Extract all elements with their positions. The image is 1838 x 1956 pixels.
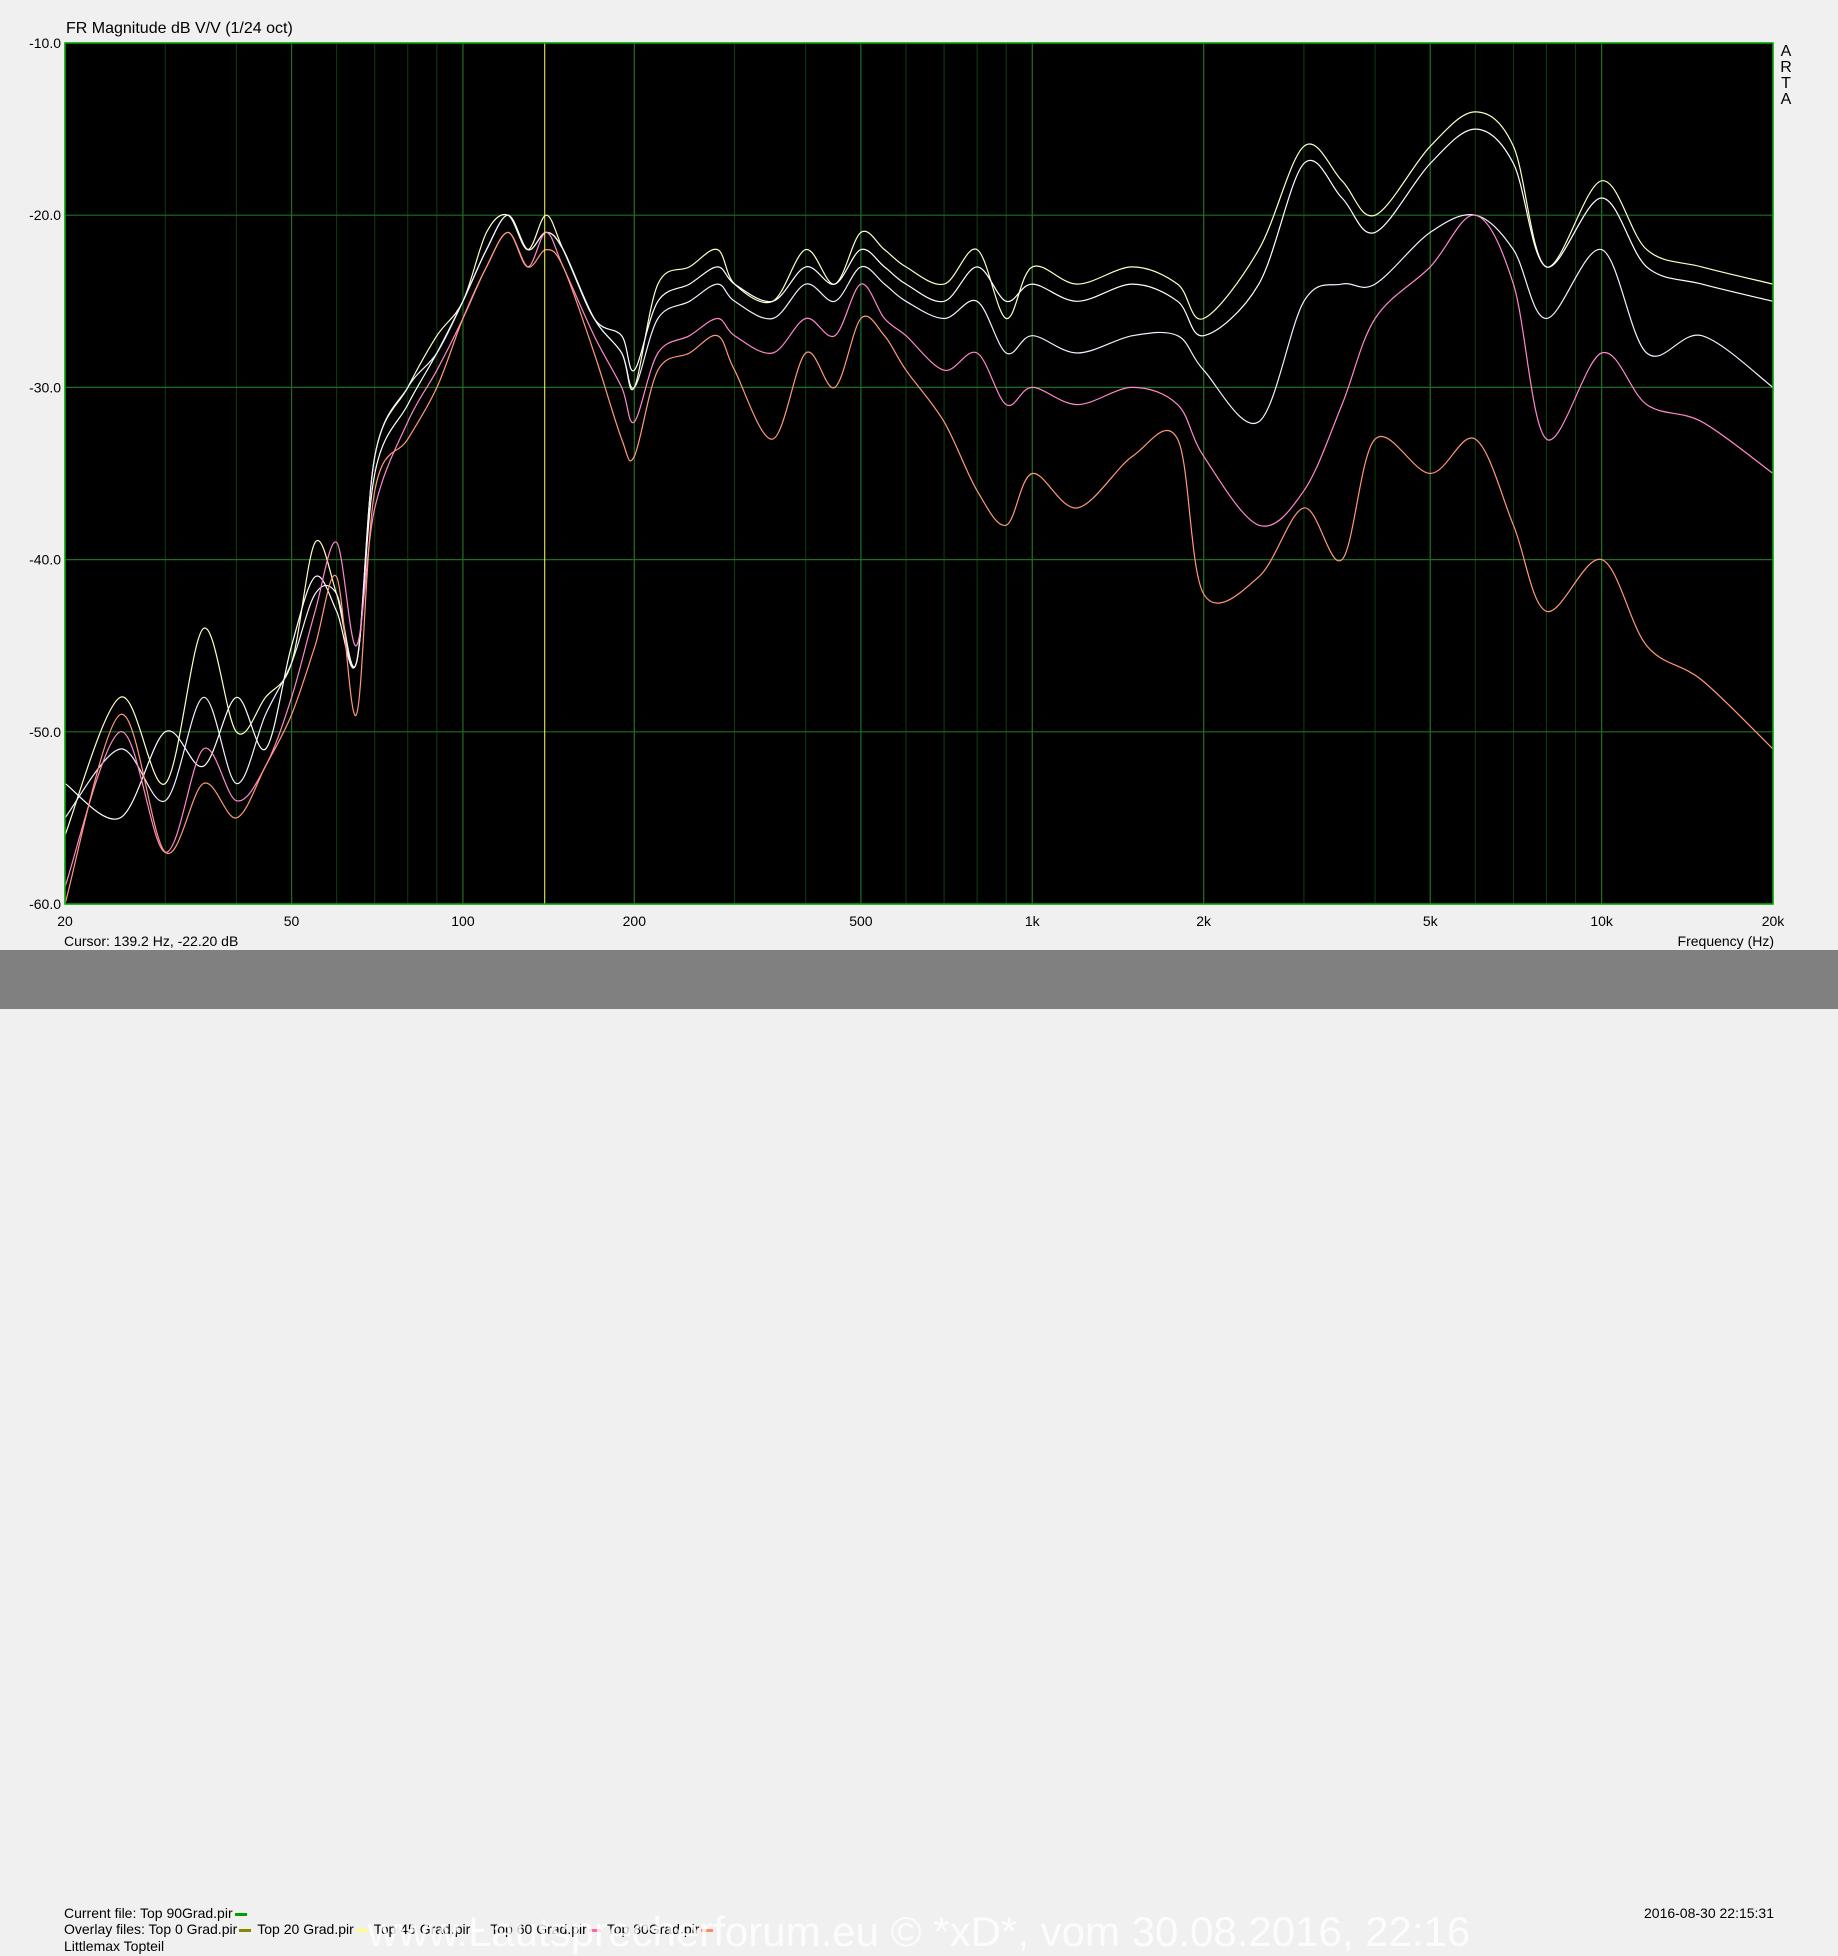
plot-area [65,43,1773,904]
x-tick-label: 100 [451,913,475,929]
x-tick-label: 50 [284,913,300,929]
y-tick-label: -10.0 [29,35,61,51]
series-line-4 [64,214,1774,888]
y-tick-label: -20.0 [29,207,61,223]
watermark-text: www.Lautsprecherforum.eu © *xD*, vom 30.… [367,1908,1471,1955]
x-tick-label: 5k [1423,913,1439,929]
series-line-2 [64,128,1774,820]
x-axis-label: Frequency (Hz) [1677,933,1774,949]
x-tick-label: 500 [849,913,873,929]
arta-logo: A R T A [1780,43,1792,108]
tick-labels: 20 50 100 200 500 1k 2k 5k 10k 20k -60.0 -50.0 -40.0… [29,35,1785,929]
series-line-1 [64,111,1774,836]
x-tick-label: 20k [1762,913,1786,929]
x-tick-label: 10k [1590,913,1614,929]
plot-border [64,42,1774,905]
y-tick-label: -40.0 [29,552,61,568]
cursor-readout: Cursor: 139.2 Hz, -22.20 dB [64,933,239,949]
frequency-response-chart[interactable]: 20 50 100 200 500 1k 2k 5k 10k 20k -60.0 -50.0 -40.0… [0,0,1838,950]
series-line-5 [64,231,1774,905]
footer-bar: Current file: Top 90Grad.pir Overlay fil… [0,950,1838,1955]
y-tick-label: -30.0 [29,379,61,395]
x-tick-label: 200 [623,913,647,929]
series-layer [64,111,1774,905]
series-line-3 [64,214,1774,819]
y-tick-label: -60.0 [29,896,61,912]
x-tick-label: 2k [1196,913,1212,929]
x-tick-label: 1k [1025,913,1041,929]
chart-title: FR Magnitude dB V/V (1/24 oct) [66,20,293,37]
y-tick-label: -50.0 [29,724,61,740]
x-tick-label: 20 [57,913,73,929]
